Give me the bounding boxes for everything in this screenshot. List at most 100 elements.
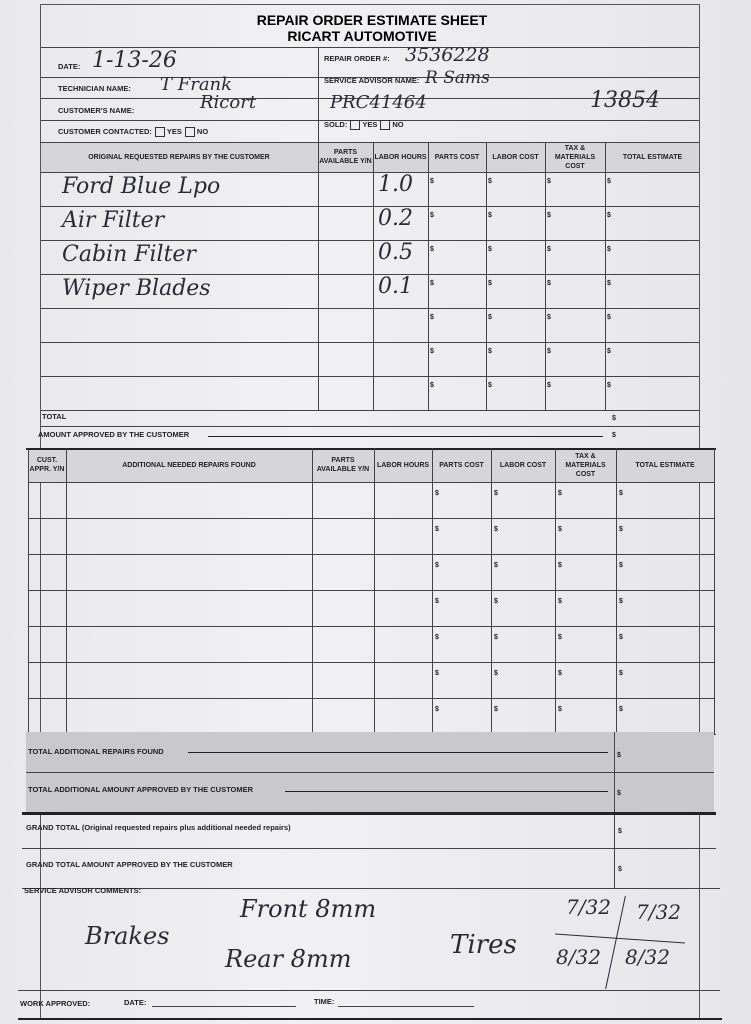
comment-brakes: Brakes <box>85 922 170 950</box>
grand-total-label: GRAND TOTAL (Original requested repairs … <box>26 823 291 832</box>
table2-header: LABOR COST <box>499 461 547 469</box>
currency-symbol: $ <box>607 348 611 355</box>
column-divider <box>555 448 556 734</box>
date-footer-label: DATE: <box>124 998 147 1007</box>
column-divider <box>318 142 319 410</box>
date-label: DATE: <box>58 62 81 71</box>
currency-symbol: $ <box>430 280 434 287</box>
technician-value: T Frank <box>160 74 233 95</box>
currency-symbol: $ <box>619 634 623 641</box>
row-divider <box>28 698 714 699</box>
divider <box>26 448 716 450</box>
comment-tires: Tires <box>450 930 517 960</box>
table2-header: TOTAL ESTIMATE <box>635 461 695 469</box>
comment-rear: Rear 8mm <box>225 945 352 973</box>
currency-symbol: $ <box>619 562 623 569</box>
column-divider <box>373 142 374 410</box>
currency-symbol: $ <box>494 526 498 533</box>
currency-symbol: $ <box>494 598 498 605</box>
currency-symbol: $ <box>558 706 562 713</box>
currency-symbol: $ <box>558 490 562 497</box>
extra-code: PRC41464 <box>330 92 427 113</box>
repair-description: Ford Blue Lpo <box>62 174 221 199</box>
table2-header: CUST. APPR. Y/N <box>29 457 65 473</box>
currency-symbol: $ <box>612 432 616 439</box>
amount-approved-label: AMOUNT APPROVED BY THE CUSTOMER <box>38 430 190 439</box>
date-footer-field[interactable] <box>152 1006 296 1007</box>
currency-symbol: $ <box>494 562 498 569</box>
column-divider <box>605 142 606 410</box>
currency-symbol: $ <box>488 382 492 389</box>
table1-header: TOTAL ESTIMATE <box>622 153 683 161</box>
row-divider <box>28 662 714 663</box>
currency-symbol: $ <box>488 246 492 253</box>
currency-symbol: $ <box>619 490 623 497</box>
repair-order-value: 3536228 <box>405 44 490 66</box>
contacted-yes-checkbox[interactable] <box>154 127 165 138</box>
table1-header: PARTS COST <box>434 153 480 161</box>
currency-symbol: $ <box>435 706 439 713</box>
column-divider <box>491 448 492 734</box>
table1-header: PARTS AVAILABLE Y/N <box>319 149 372 165</box>
table1-header-bg <box>41 142 699 172</box>
labor-hours: 0.5 <box>378 240 413 265</box>
date-value: 1-13-26 <box>92 48 177 73</box>
currency-symbol: $ <box>488 212 492 219</box>
column-divider <box>66 448 67 734</box>
currency-symbol: $ <box>488 280 492 287</box>
currency-symbol: $ <box>558 670 562 677</box>
currency-symbol: $ <box>435 634 439 641</box>
currency-symbol: $ <box>619 706 623 713</box>
row-divider <box>41 206 699 207</box>
currency-symbol: $ <box>547 178 551 185</box>
row-divider <box>28 518 714 519</box>
row-divider <box>41 308 699 309</box>
technician-label: TECHNICIAN NAME: <box>58 84 131 93</box>
table2-header: TAX & MATERIALS COST <box>565 452 606 478</box>
repair-description: Wiper Blades <box>62 276 211 301</box>
labor-hours: 0.1 <box>378 274 413 299</box>
currency-symbol: $ <box>435 598 439 605</box>
currency-symbol: $ <box>494 706 498 713</box>
currency-symbol: $ <box>430 348 434 355</box>
currency-symbol: $ <box>430 382 434 389</box>
currency-symbol: $ <box>607 280 611 287</box>
currency-symbol: $ <box>494 634 498 641</box>
repair-order-label: REPAIR ORDER #: <box>324 54 390 63</box>
time-footer-field[interactable] <box>338 1006 474 1007</box>
comments-label: SERVICE ADVISOR COMMENTS: <box>24 886 142 895</box>
currency-symbol: $ <box>430 178 434 185</box>
left-border <box>28 448 29 734</box>
total-label: TOTAL <box>42 412 67 421</box>
currency-symbol: $ <box>430 212 434 219</box>
labor-hours: 1.0 <box>378 172 413 197</box>
contacted-no-checkbox[interactable] <box>184 127 195 138</box>
currency-symbol: $ <box>488 178 492 185</box>
currency-symbol: $ <box>547 348 551 355</box>
currency-symbol: $ <box>607 246 611 253</box>
currency-symbol: $ <box>607 178 611 185</box>
currency-symbol: $ <box>558 562 562 569</box>
divider <box>41 410 699 411</box>
grand-total-approved-label: GRAND TOTAL AMOUNT APPROVED BY THE CUSTO… <box>26 860 233 869</box>
currency-symbol: $ <box>619 598 623 605</box>
sold-yes-checkbox[interactable] <box>350 120 361 131</box>
currency-symbol: $ <box>435 490 439 497</box>
column-divider <box>312 448 313 734</box>
form-title: REPAIR ORDER ESTIMATE SHEET <box>256 12 488 28</box>
sold-no-checkbox[interactable] <box>380 120 391 131</box>
currency-symbol: $ <box>547 246 551 253</box>
tire-lf: 7/32 <box>566 895 611 919</box>
repair-description: Cabin Filter <box>62 242 196 267</box>
table2-header: PARTS AVAILABLE Y/N <box>316 457 370 473</box>
customer-contacted: CUSTOMER CONTACTED: YES NO <box>58 127 209 138</box>
table1-header: TAX & MATERIALS COST <box>554 144 596 170</box>
row-divider <box>41 376 699 377</box>
column-divider <box>374 448 375 734</box>
currency-symbol: $ <box>558 598 562 605</box>
tire-rr: 8/32 <box>625 945 670 969</box>
row-divider <box>41 274 699 275</box>
currency-symbol: $ <box>612 415 616 422</box>
extra-number: 13854 <box>590 88 660 113</box>
table2-header: LABOR HOURS <box>376 461 430 469</box>
